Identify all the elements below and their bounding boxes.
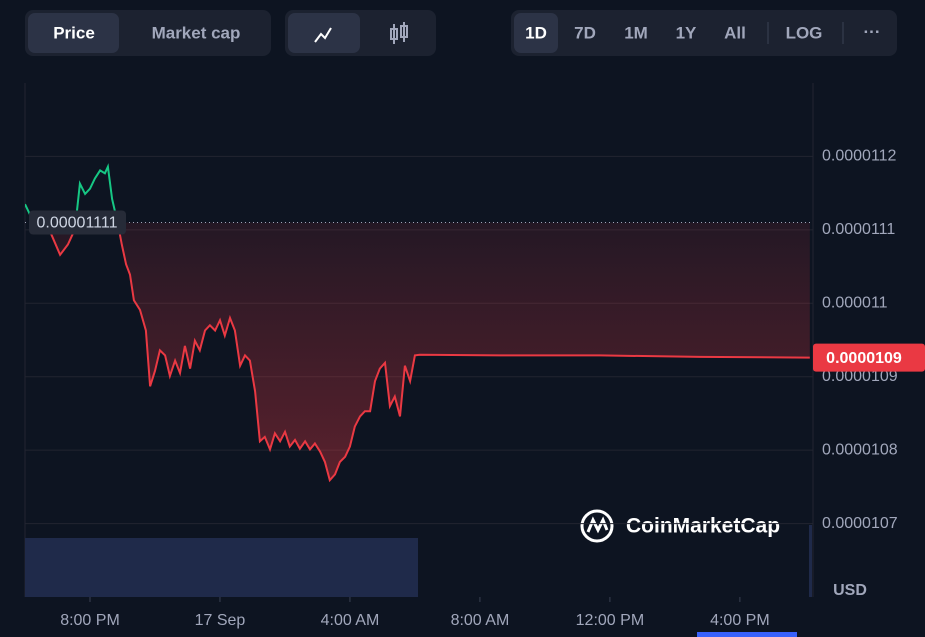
y-tick-label: 0.0000109 xyxy=(822,368,898,385)
line-icon xyxy=(314,27,332,43)
x-tick-label: 17 Sep xyxy=(195,612,246,629)
range-toggle xyxy=(511,10,897,56)
range-button[interactable]: 7D xyxy=(574,23,596,42)
volume-area xyxy=(25,538,418,597)
tab-market-cap[interactable]: Market cap xyxy=(152,23,241,42)
range-button[interactable]: All xyxy=(724,23,746,42)
price-line-down xyxy=(36,222,810,483)
x-tick-label: 12:00 PM xyxy=(576,612,644,629)
price-line-up xyxy=(25,163,119,223)
active-range xyxy=(514,13,558,53)
last-price-tag xyxy=(813,343,925,372)
x-tick-label: 8:00 PM xyxy=(60,612,120,629)
brand-logo xyxy=(580,509,614,543)
y-tick-label: 0.0000111 xyxy=(822,221,895,238)
x-tick-label: 8:00 AM xyxy=(451,612,510,629)
volume-area xyxy=(809,525,812,597)
log-toggle[interactable]: LOG xyxy=(786,23,823,42)
range-button[interactable]: 1M xyxy=(624,23,648,42)
more-button[interactable]: ··· xyxy=(864,22,881,41)
last-price-label: 0.0000109 xyxy=(826,350,902,367)
active-tab xyxy=(28,13,119,53)
y-tick-label: 0.0000107 xyxy=(822,515,898,532)
y-tick-label: 0.0000108 xyxy=(822,441,898,458)
currency-label: USD xyxy=(833,582,867,599)
baseline-label: 0.00001111 xyxy=(37,215,118,232)
range-button[interactable]: 1Y xyxy=(676,23,697,42)
area xyxy=(38,222,810,481)
x-tick-label: 4:00 PM xyxy=(710,612,770,629)
y-tick-label: 0.0000112 xyxy=(822,148,897,165)
line-style-button[interactable] xyxy=(288,13,360,53)
brand-name: CoinMarketCap xyxy=(626,515,780,538)
y-tick-label: 0.000011 xyxy=(822,295,888,312)
x-tick-label: 4:00 AM xyxy=(321,612,380,629)
baseline-tag xyxy=(29,210,126,235)
tab-price[interactable]: Price xyxy=(53,23,95,42)
range-button[interactable]: 1D xyxy=(525,23,547,42)
candle-icon[interactable] xyxy=(390,22,408,44)
scroll-indicator xyxy=(697,632,797,637)
